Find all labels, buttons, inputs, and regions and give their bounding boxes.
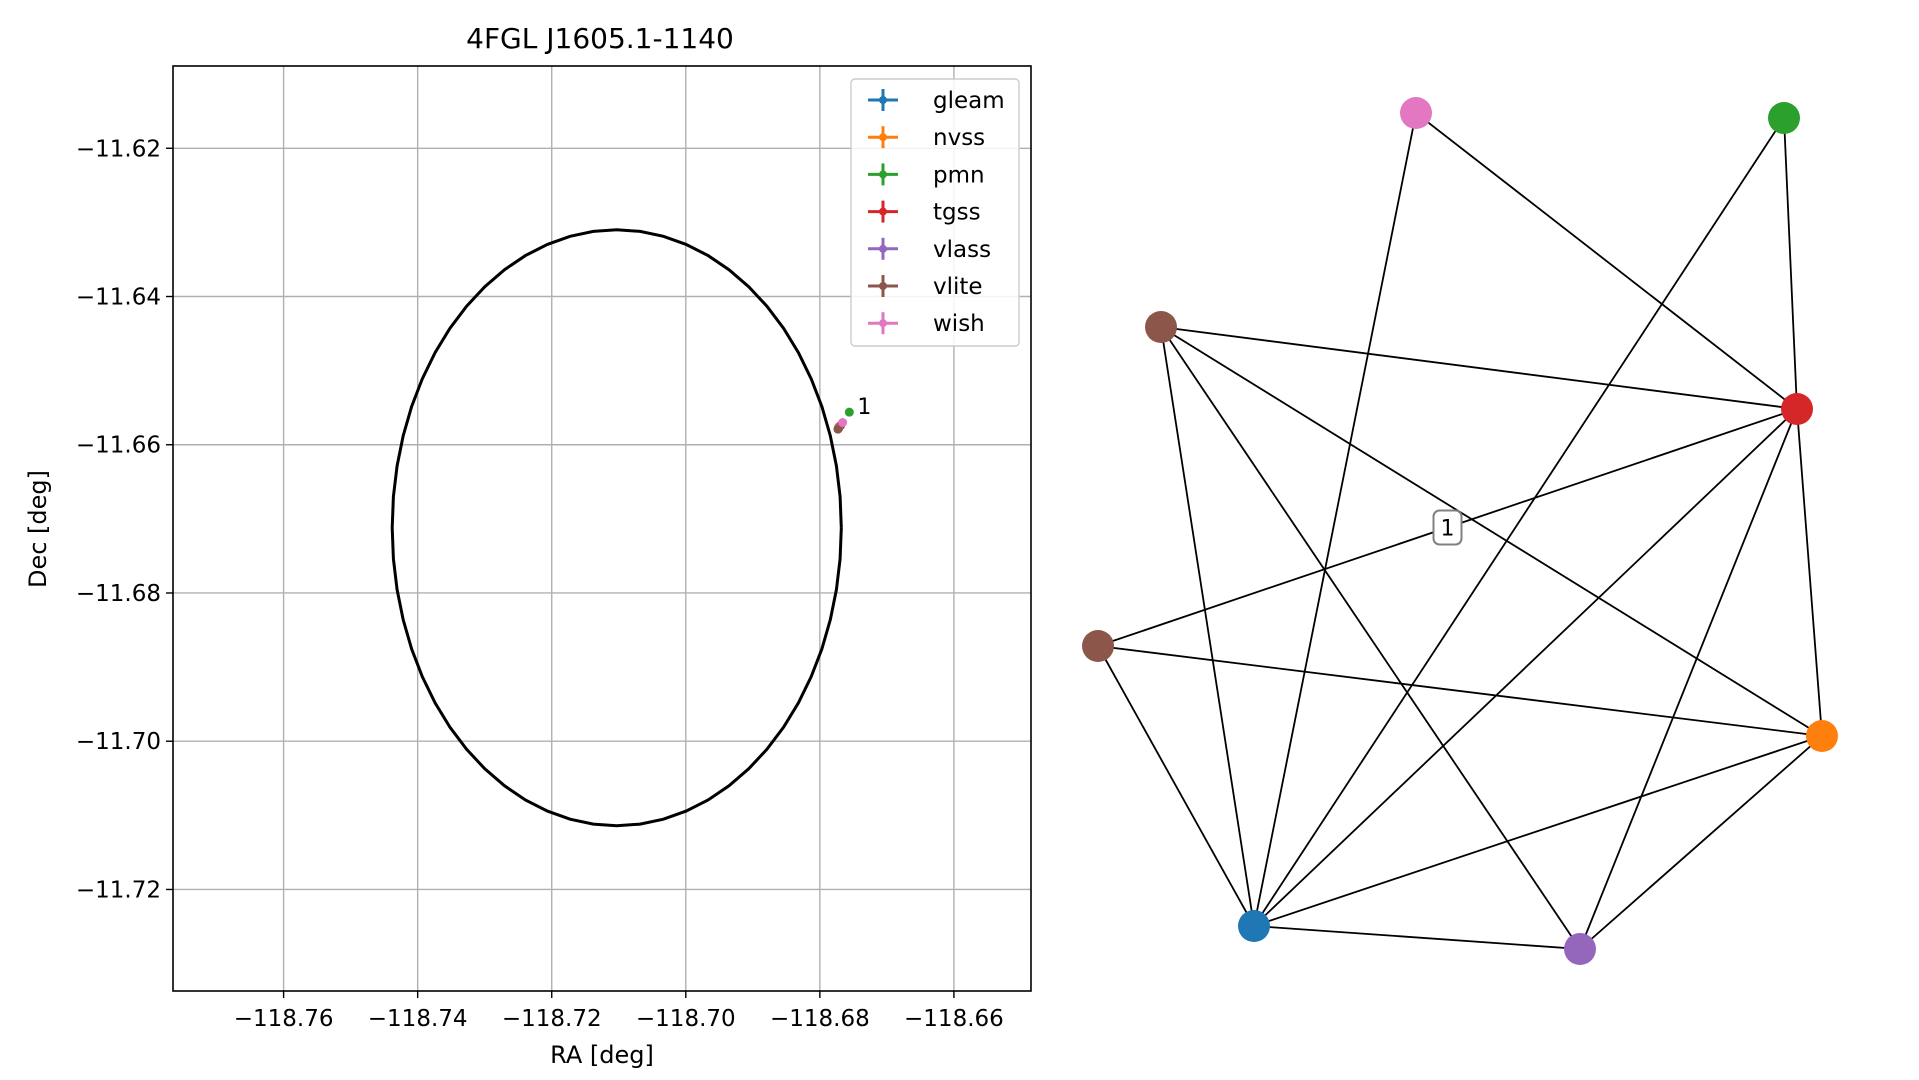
edge-nvss-gleam <box>1253 735 1823 927</box>
y-tick-label: −11.64 <box>76 285 161 311</box>
legend-marker-vlite-dot <box>879 282 887 290</box>
x-tick-label: −118.74 <box>368 1006 468 1032</box>
y-ticks: −11.62 −11.64 −11.66 −11.68 −11.70 −11.72 <box>76 136 173 903</box>
legend-marker-tgss-dot <box>879 207 887 216</box>
edge-label-text: 1 <box>1441 517 1455 542</box>
node-gleam <box>1238 910 1270 942</box>
x-axis-label: RA [deg] <box>550 1041 654 1069</box>
graph-edges <box>1097 112 1823 950</box>
x-tick-label: −118.70 <box>636 1006 736 1032</box>
node-vlass <box>1564 933 1596 965</box>
legend-label-nvss: nvss <box>933 125 985 151</box>
edge-vlite_a-tgss <box>1160 326 1798 410</box>
scatter-plot: 4FGL J1605.1-1140 1 −118.76 −118.74 −118.7… <box>24 22 1032 1069</box>
y-tick-label: −11.66 <box>76 433 161 459</box>
edge-tgss-nvss <box>1796 408 1823 737</box>
edge-vlite_a-vlass <box>1160 326 1581 950</box>
node-tgss <box>1781 393 1813 425</box>
legend-label-wish: wish <box>933 311 985 337</box>
legend-marker-vlass-dot <box>879 244 887 253</box>
y-tick-label: −11.62 <box>76 136 161 162</box>
legend-label-gleam: gleam <box>933 88 1005 114</box>
error-ellipse <box>390 228 843 828</box>
legend-box <box>850 78 1020 347</box>
data-points: 1 <box>833 395 871 434</box>
legend-marker-nvss-dot <box>879 133 887 142</box>
network-graph: 1 <box>1082 97 1838 965</box>
y-tick-label: −11.72 <box>76 877 161 903</box>
edge-vlite_a-gleam <box>1160 326 1255 927</box>
x-tick-label: −118.66 <box>904 1006 1004 1032</box>
edge-pmn-gleam <box>1253 117 1785 927</box>
node-vlite_b <box>1082 630 1114 662</box>
plot-frame <box>172 65 1032 992</box>
edge-vlite_a-nvss <box>1160 326 1823 737</box>
edge-gleam-vlass <box>1253 925 1581 950</box>
point-vlite <box>833 424 843 434</box>
edge-wish-tgss <box>1415 112 1798 410</box>
node-vlite_a <box>1145 311 1177 343</box>
legend: gleam nvss pmn tgss vlass vlite wish <box>850 78 1020 347</box>
edge-nvss-vlass <box>1579 735 1823 950</box>
node-wish <box>1400 97 1432 129</box>
y-tick-label: −11.68 <box>76 581 161 607</box>
legend-marker-gleam-dot <box>879 96 887 104</box>
x-ticks: −118.76 −118.74 −118.72 −118.70 −118.68 −118.… <box>234 991 1004 1032</box>
graph-nodes <box>1082 97 1838 965</box>
node-nvss <box>1806 720 1838 752</box>
legend-label-vlite: vlite <box>933 274 983 300</box>
node-pmn <box>1768 102 1800 134</box>
point-wish <box>838 418 848 428</box>
edge-vlite_b-nvss <box>1097 645 1823 737</box>
graph-edge-labels: 1 <box>1432 509 1463 546</box>
ellipse-outline <box>390 228 843 828</box>
legend-label-vlass: vlass <box>933 237 991 263</box>
legend-marker-pmn-dot <box>879 170 887 179</box>
edge-label-box <box>1432 509 1463 546</box>
legend-label-pmn: pmn <box>933 162 985 188</box>
edge-pmn-tgss <box>1783 117 1798 410</box>
x-tick-label: −118.72 <box>502 1006 602 1032</box>
y-axis-label: Dec [deg] <box>24 470 52 588</box>
point-pmn <box>844 407 854 417</box>
y-tick-label: −11.70 <box>76 729 161 755</box>
legend-marker-wish-dot <box>879 319 887 328</box>
edge-vlite_b-gleam <box>1097 645 1255 927</box>
x-tick-label: −118.76 <box>234 1006 334 1032</box>
chart-title: 4FGL J1605.1-1140 <box>466 22 734 55</box>
edge-tgss-gleam <box>1253 408 1798 927</box>
point-annotation: 1 <box>857 395 871 420</box>
x-tick-label: −118.68 <box>770 1006 870 1032</box>
edge-tgss-vlass <box>1579 408 1798 950</box>
edge-wish-gleam <box>1253 112 1417 927</box>
legend-label-tgss: tgss <box>933 200 981 226</box>
